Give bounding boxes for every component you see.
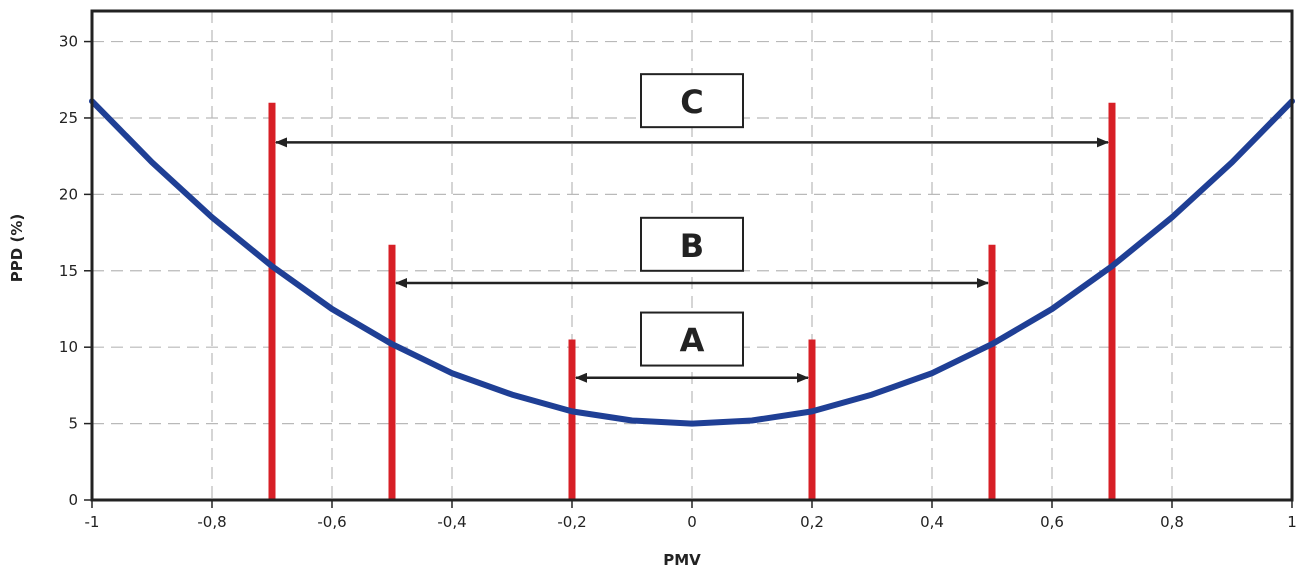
range-label: C xyxy=(680,83,703,121)
plot-frame xyxy=(90,9,1294,502)
ppd-curve-layer xyxy=(89,98,1295,427)
threshold-markers xyxy=(268,102,1116,500)
range-label: B xyxy=(680,227,704,265)
y-tick-label: 30 xyxy=(59,33,78,51)
range-label-box xyxy=(640,311,744,367)
y-tick-label: 10 xyxy=(59,338,78,356)
y-tick-label: 0 xyxy=(68,491,78,509)
x-tick-label: -0,4 xyxy=(437,513,466,531)
y-tick-label: 5 xyxy=(68,415,78,433)
y-tick-label: 15 xyxy=(59,262,78,280)
x-tick-label: 0,8 xyxy=(1160,513,1184,531)
x-tick-label: -0,6 xyxy=(317,513,346,531)
comfort-ranges: A B C xyxy=(275,73,1109,383)
range-label-box xyxy=(640,73,744,129)
x-tick-label: 0,4 xyxy=(920,513,944,531)
x-axis-title: PMV xyxy=(663,551,701,569)
x-tick-label: 0,6 xyxy=(1040,513,1064,531)
x-tick-label: 0,2 xyxy=(800,513,824,531)
x-tick-label: -0,2 xyxy=(557,513,586,531)
y-tick-label: 25 xyxy=(59,109,78,127)
ppd-curve xyxy=(89,98,1295,427)
x-tick-label: 1 xyxy=(1287,513,1297,531)
x-tick-label: -0,8 xyxy=(197,513,226,531)
x-tick-label: -1 xyxy=(85,513,100,531)
y-axis-title: PPD (%) xyxy=(8,214,26,282)
tick-labels: -1 -0,8 -0,6 -0,4 -0,2 0 0,2 0,4 0,6 0,8 105101520… xyxy=(59,33,1297,531)
range-label-box xyxy=(640,216,744,272)
x-tick-label: 0 xyxy=(687,513,697,531)
range-label: A xyxy=(680,322,705,360)
y-tick-label: 20 xyxy=(59,185,78,203)
